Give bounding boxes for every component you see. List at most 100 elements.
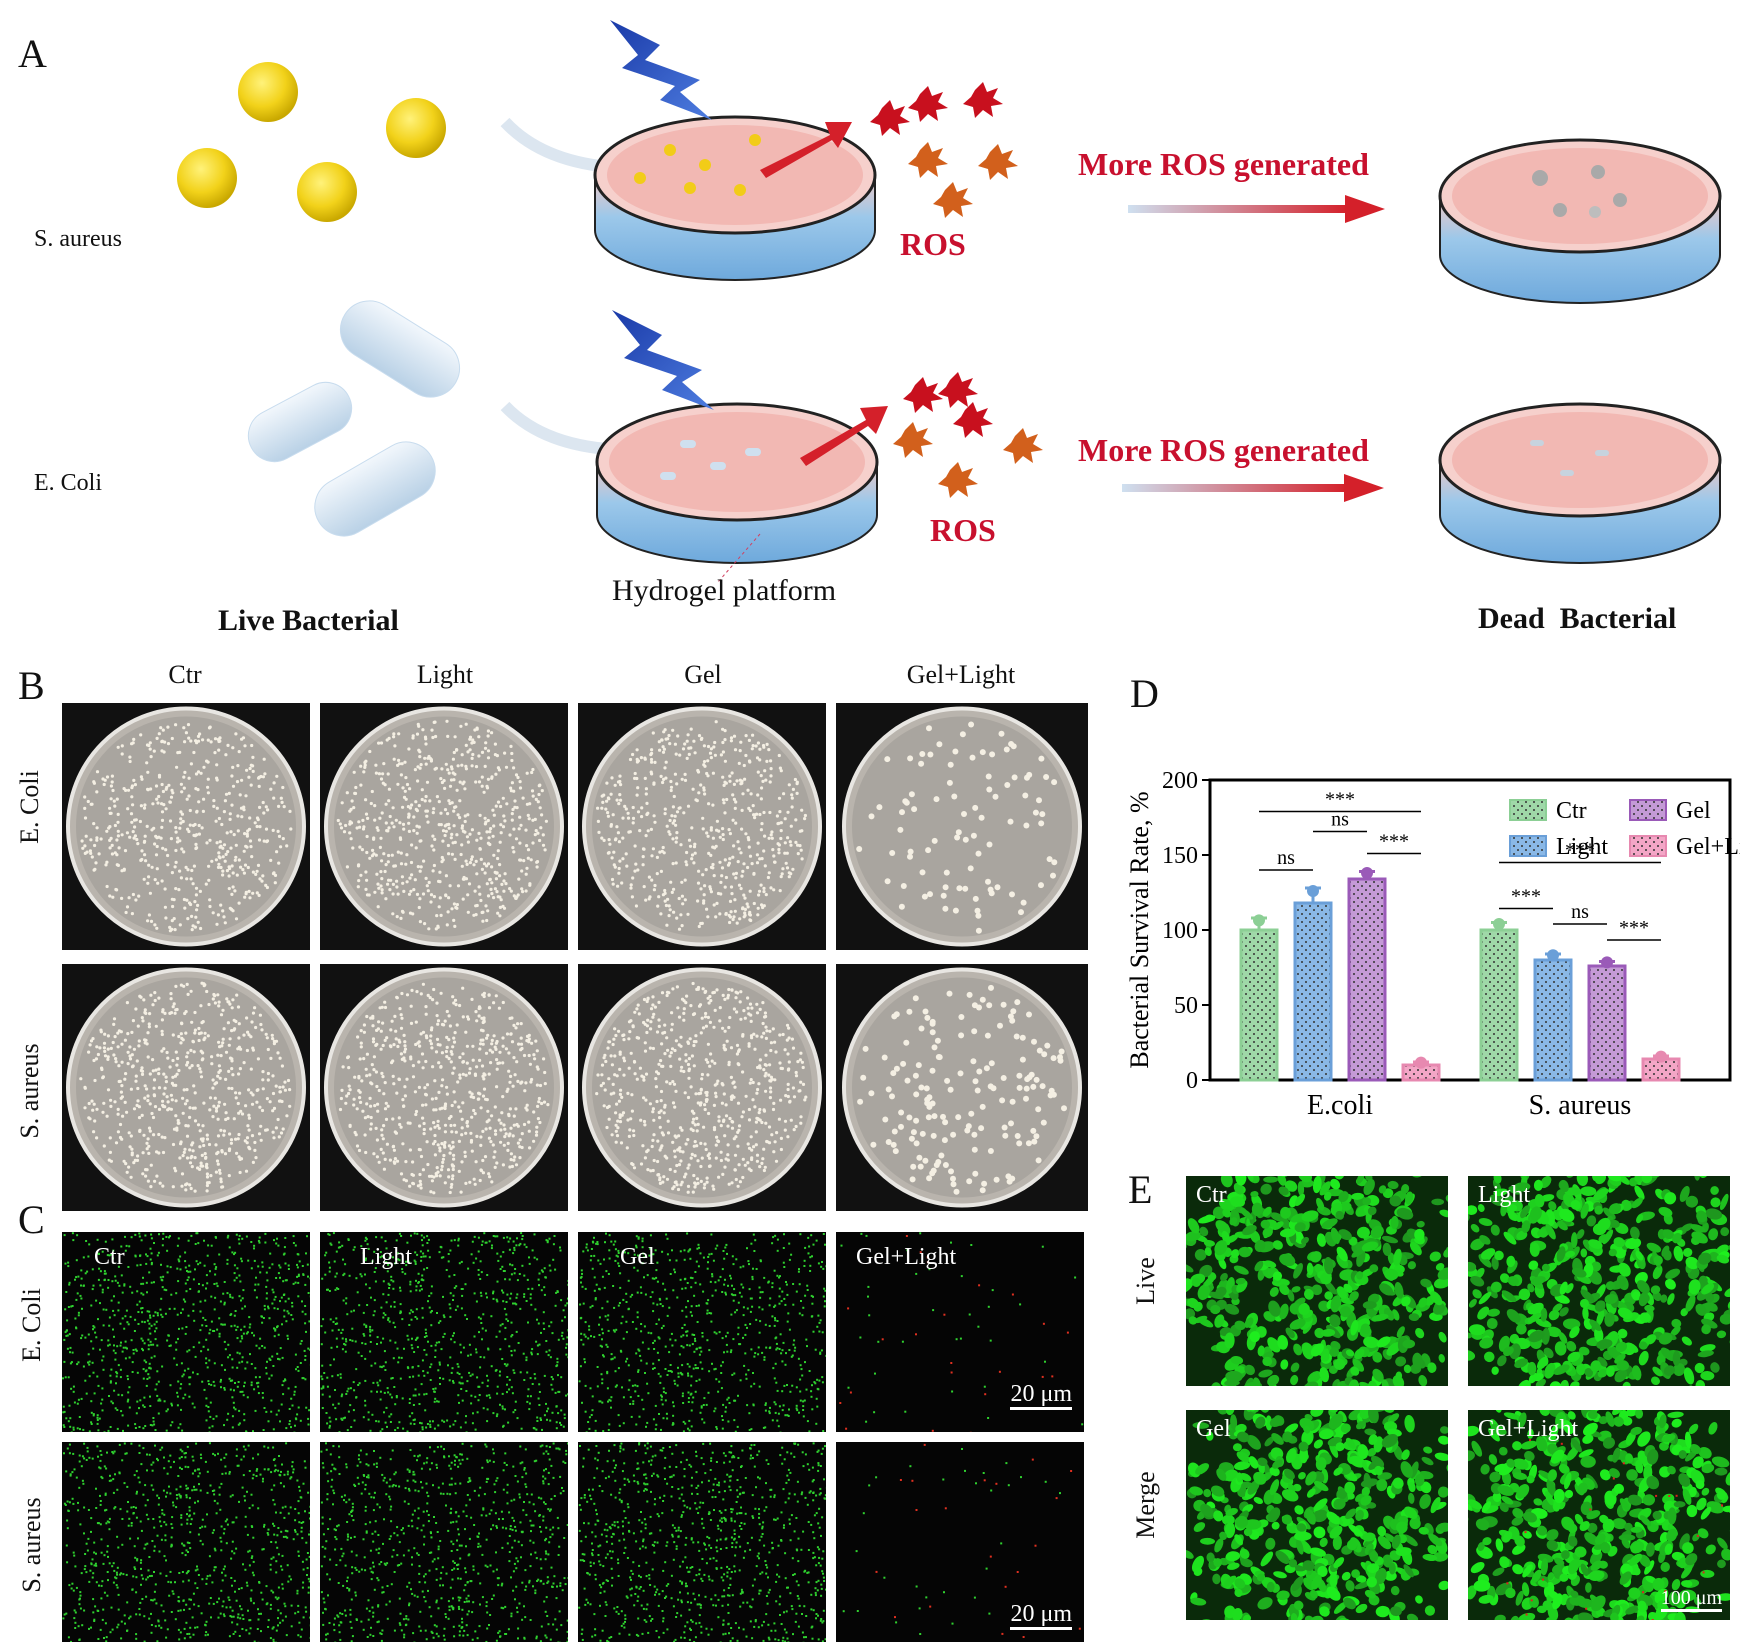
legend-label: Light <box>1556 834 1608 860</box>
col-label-ctr: Ctr <box>168 660 202 689</box>
saureus-sphere <box>238 62 298 122</box>
more-ros-label: More ROS generated <box>1078 432 1369 468</box>
x-category-label: S. aureus <box>1529 1090 1632 1121</box>
legend-swatch <box>1509 799 1547 821</box>
row-label-e-live: Live <box>1131 1257 1160 1305</box>
panel-a-letter: A <box>18 31 47 76</box>
legend-label: Gel+Light <box>1676 834 1740 860</box>
row-label-b-saureus: S. aureus <box>15 1043 44 1139</box>
bar-ctr <box>1479 928 1519 1082</box>
row-label-saureus: S. aureus <box>34 226 122 252</box>
lightning-icon <box>610 20 712 120</box>
data-point <box>1547 949 1559 962</box>
plot-frame <box>1208 778 1732 1082</box>
legend-swatch <box>1629 835 1667 857</box>
data-point <box>1253 914 1265 927</box>
panel-c-letter: C <box>18 1197 45 1242</box>
row-label-ecoli: E. Coli <box>34 470 103 496</box>
bar-gel <box>1587 964 1627 1082</box>
gradient-arrow <box>1122 484 1347 492</box>
petri-plate-photo <box>836 703 1088 950</box>
cell-image-label: Light <box>1478 1182 1530 1208</box>
bar-light <box>1533 958 1573 1082</box>
petri-plate-photo <box>836 964 1088 1211</box>
fluorescence-label: Ctr <box>94 1244 125 1270</box>
row-label-b-ecoli: E. Coli <box>15 770 44 844</box>
data-point <box>1655 1050 1667 1063</box>
saureus-spheres <box>177 62 446 222</box>
row-label-c-saureus: S. aureus <box>17 1497 46 1593</box>
legend-swatch <box>1629 799 1667 821</box>
significance-label: ns <box>1277 847 1295 869</box>
bar-light <box>1293 901 1333 1082</box>
petri-plate-photo <box>62 703 310 950</box>
row-label-e-merge: Merge <box>1131 1471 1160 1539</box>
fluorescence-image <box>578 1442 826 1642</box>
ecoli-rod <box>314 441 436 537</box>
ecoli-rod <box>247 381 353 463</box>
petri-dish-bottom <box>595 402 879 564</box>
ecoli-rods <box>247 300 461 537</box>
panel-b-letter: B <box>18 663 45 708</box>
fluorescence-image <box>320 1442 568 1642</box>
cell-fluorescence-image: Gel+Light 100 μm <box>1468 1410 1730 1620</box>
significance-label: ns <box>1571 901 1589 923</box>
red-arrow <box>760 122 852 178</box>
cell-image-label: Gel <box>1196 1416 1231 1442</box>
live-bacterial-label: Live Bacterial <box>218 604 399 637</box>
saureus-sphere <box>297 162 357 222</box>
bar-ctr <box>1239 928 1279 1082</box>
ros-label: ROS <box>930 512 996 548</box>
petri-plate-photo <box>320 964 568 1211</box>
fluorescence-image <box>62 1442 310 1642</box>
petri-dish-dead-bottom <box>1438 402 1722 564</box>
cell-fluorescence-image: Light <box>1468 1176 1730 1386</box>
cell-image-label: Ctr <box>1196 1182 1227 1208</box>
data-point <box>1415 1056 1427 1069</box>
dead-bacterial-label: Dead Bacterial <box>1478 602 1677 635</box>
data-point <box>1601 956 1613 969</box>
panel-d-letter: D <box>1130 671 1159 716</box>
fluorescence-image: 20 μm <box>836 1442 1084 1642</box>
y-tick-label: 150 <box>1162 843 1198 869</box>
y-tick-label: 100 <box>1162 918 1198 944</box>
petri-plate-photo <box>320 703 568 950</box>
col-label-light: Light <box>416 660 474 689</box>
y-tick-label: 200 <box>1162 768 1198 794</box>
significance-label: *** <box>1619 917 1649 939</box>
more-ros-label: More ROS generated <box>1078 146 1369 182</box>
ros-label: ROS <box>900 226 966 262</box>
panel-a-schematic <box>177 20 1722 583</box>
fluorescence-label: Gel <box>620 1244 655 1270</box>
row-label-c-ecoli: E. Coli <box>17 1288 46 1362</box>
saureus-sphere <box>177 148 237 208</box>
col-label-gel-light: Gel+Light <box>906 660 1016 689</box>
bar-gel <box>1347 877 1387 1082</box>
hydrogel-label: Hydrogel platform <box>612 574 837 607</box>
scale-bar: 100 μm <box>1660 1587 1722 1612</box>
cell-fluorescence-image: Gel <box>1186 1410 1448 1620</box>
scale-bar: 20 μm <box>1010 1601 1072 1630</box>
ecoli-rod <box>339 300 461 398</box>
y-tick-label: 50 <box>1174 993 1198 1019</box>
cell-fluorescence-image: Ctr <box>1186 1176 1448 1386</box>
fluorescence-label: Light <box>360 1244 412 1270</box>
survival-rate-chart: Bacterial Survival Rate, % 0 50 100 150 200 E… <box>1125 768 1740 1121</box>
significance-label: *** <box>1325 789 1355 811</box>
cell-image-label: Gel+Light <box>1478 1416 1579 1442</box>
significance-label: *** <box>1565 840 1595 862</box>
petri-plate-photo <box>578 703 826 950</box>
panel-e-letter: E <box>1128 1167 1153 1212</box>
col-label-gel: Gel <box>684 660 722 689</box>
fluorescence-image: Ctr <box>62 1232 310 1432</box>
data-point <box>1493 918 1505 930</box>
saureus-sphere <box>386 98 446 158</box>
fluorescence-image: Gel+Light 20 μm <box>836 1232 1084 1432</box>
significance-label: *** <box>1511 886 1541 908</box>
petri-dish-dead-top <box>1438 138 1722 304</box>
significance-label: *** <box>1379 831 1409 853</box>
legend-label: Ctr <box>1556 798 1587 824</box>
fluorescence-image: Gel <box>578 1232 826 1432</box>
y-axis-label: Bacterial Survival Rate, % <box>1125 791 1154 1068</box>
data-point <box>1361 867 1373 879</box>
